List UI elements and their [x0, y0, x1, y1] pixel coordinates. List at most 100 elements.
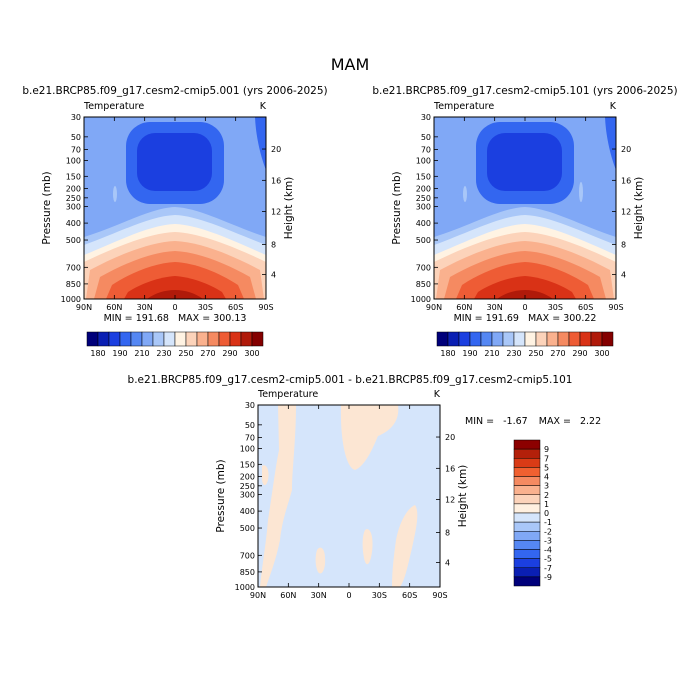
colorbar-tick-label: 250	[528, 349, 543, 358]
colorbar-swatch	[469, 331, 482, 347]
colorbar-swatch	[557, 331, 570, 347]
contour-band	[392, 505, 418, 587]
panel-1-contour-field	[84, 117, 266, 299]
y-right-tick-label: 16	[445, 464, 455, 473]
colorbar-swatch	[163, 331, 176, 347]
colorbar-swatch	[251, 331, 264, 347]
colorbar-swatch	[480, 331, 493, 347]
y-tick-label: 50	[245, 421, 255, 430]
contour-band	[487, 133, 562, 191]
colorbar-tick-label: 230	[506, 349, 521, 358]
colorbar-swatch	[447, 331, 460, 347]
x-tick-label: 0	[346, 591, 351, 600]
colorbar-tick-label: -3	[544, 536, 552, 545]
y-tick-label: 100	[240, 444, 255, 453]
y-tick-label: 700	[66, 263, 81, 272]
panel-1: b.e21.BRCP85.f09_g17.cesm2-cmip5.001 (yr…	[22, 85, 327, 358]
colorbar-swatch	[141, 331, 154, 347]
y-tick-label: 100	[66, 156, 81, 165]
y-tick-label: 300	[240, 491, 255, 500]
colorbar-swatch	[458, 331, 471, 347]
contour-band	[605, 117, 616, 170]
colorbar-tick-label: 290	[222, 349, 237, 358]
x-tick-label: 30S	[548, 303, 563, 312]
diff-contour-field	[258, 405, 440, 587]
colorbar-swatch	[535, 331, 548, 347]
colorbar-swatch	[513, 549, 541, 559]
colorbar-swatch	[513, 531, 541, 541]
y-tick-label: 500	[416, 236, 431, 245]
y-tick-label: 300	[416, 203, 431, 212]
x-tick-label: 60S	[402, 591, 417, 600]
colorbar-tick-label: 0	[544, 509, 549, 518]
colorbar-swatch	[130, 331, 143, 347]
y-right-tick-label: 4	[621, 270, 626, 279]
colorbar-tick-label: -1	[544, 518, 552, 527]
x-tick-label: 30N	[487, 303, 503, 312]
y-tick-label: 300	[66, 203, 81, 212]
diff-panel: b.e21.BRCP85.f09_g17.cesm2-cmip5.001 - b…	[128, 374, 602, 600]
contour-band	[315, 547, 326, 574]
panel-1-colorbar: 180 190 210 230 250 270 290 300	[86, 331, 264, 358]
x-tick-label: 90N	[250, 591, 266, 600]
colorbar-tick-label: 180	[90, 349, 105, 358]
colorbar-swatch	[218, 331, 231, 347]
colorbar-swatch	[513, 448, 541, 459]
y-right-tick-label: 4	[271, 270, 276, 279]
y-tick-label: 1000	[235, 583, 255, 592]
contour-band	[362, 529, 373, 565]
colorbar-swatch	[568, 331, 581, 347]
panel-2-variable: Temperature	[433, 101, 494, 112]
colorbar-tick-label: 300	[594, 349, 609, 358]
x-tick-label: 30S	[198, 303, 213, 312]
y-right-tick-label: 12	[445, 495, 455, 504]
x-tick-label: 60S	[578, 303, 593, 312]
y-right-tick-label: 8	[445, 528, 450, 537]
colorbar-swatch	[513, 558, 541, 568]
y-tick-label: 400	[240, 507, 255, 516]
y-right-tick-label: 20	[271, 145, 281, 154]
y-right-tick-label: 8	[271, 240, 276, 249]
contour-band	[262, 465, 269, 486]
max-label: MAX =	[539, 416, 571, 427]
x-tick-label: 60N	[456, 303, 472, 312]
y-tick-label: 400	[66, 219, 81, 228]
y-tick-label: 250	[66, 194, 81, 203]
x-tick-label: 90N	[426, 303, 442, 312]
x-tick-label: 60S	[228, 303, 243, 312]
colorbar-swatch	[513, 567, 541, 578]
colorbar-swatch	[590, 331, 603, 347]
colorbar-swatch	[97, 331, 110, 347]
x-tick-label: 90S	[258, 303, 273, 312]
y-tick-label: 70	[71, 145, 81, 154]
x-tick-label: 90S	[608, 303, 623, 312]
y-tick-label: 250	[240, 482, 255, 491]
x-tick-label: 30N	[311, 591, 327, 600]
colorbar-tick-label: 5	[544, 463, 549, 472]
diff-run-label: b.e21.BRCP85.f09_g17.cesm2-cmip5.001 - b…	[128, 374, 573, 386]
panel-2: b.e21.BRCP85.f09_g17.cesm2-cmip5.101 (yr…	[372, 85, 677, 358]
contour-band	[137, 133, 212, 191]
panel-2-axes: 90N 60N 30N 0 30S 60S 90S 30 50 70 100 150 200250300…	[391, 113, 645, 312]
colorbar-tick-label: 230	[156, 349, 171, 358]
colorbar-swatch	[491, 331, 504, 347]
colorbar-swatch	[513, 503, 541, 514]
colorbar-tick-label: 1	[544, 500, 549, 509]
colorbar-swatch	[185, 331, 198, 347]
y-tick-label: 150	[240, 460, 255, 469]
x-tick-label: 60N	[280, 591, 296, 600]
contour-band	[260, 405, 296, 587]
x-tick-label: 30S	[372, 591, 387, 600]
colorbar-tick-label: 250	[178, 349, 193, 358]
y-tick-label: 150	[416, 172, 431, 181]
colorbar-tick-label: 290	[572, 349, 587, 358]
colorbar-swatch	[513, 485, 541, 495]
x-tick-label: 60N	[106, 303, 122, 312]
max-value: 300.13	[213, 313, 246, 324]
colorbar-swatch	[524, 331, 537, 347]
y-right-tick-label: 12	[271, 207, 281, 216]
diff-axes: 90N 60N 30N 0 30S 60S 90S 30 50 70 100 150 200250300…	[215, 401, 469, 600]
y-right-tick-label: 16	[271, 176, 281, 185]
colorbar-swatch	[240, 331, 253, 347]
